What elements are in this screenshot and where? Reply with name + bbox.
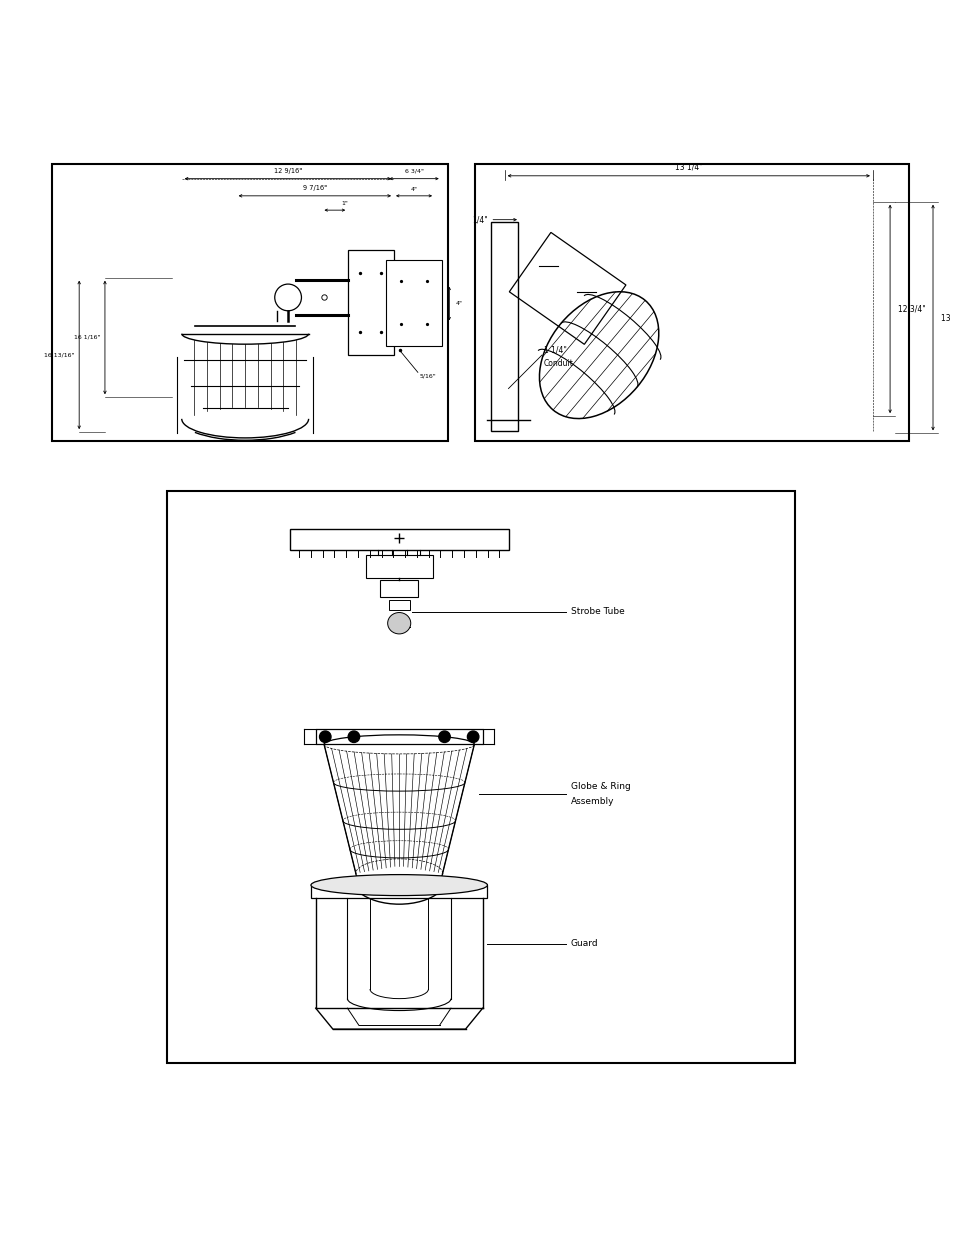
Text: 12 9/16": 12 9/16" [274,168,302,174]
Bar [52,164,448,441]
Circle shape [319,731,331,742]
Circle shape [348,731,359,742]
Bar [311,885,487,898]
Bar [167,490,794,1063]
Bar [289,529,508,550]
Bar [388,600,409,610]
Text: 13 1/4": 13 1/4" [674,163,702,172]
Bar [379,580,417,598]
Bar [386,259,441,346]
Text: Guard: Guard [570,940,598,948]
Bar [348,251,394,356]
Text: Assembly: Assembly [570,797,614,806]
Text: 5/16": 5/16" [419,374,436,379]
Text: 1/4": 1/4" [471,215,487,225]
Text: Conduit: Conduit [543,359,573,368]
Ellipse shape [311,874,487,895]
Text: 16 1/16": 16 1/16" [73,335,100,340]
Bar [365,555,432,578]
Ellipse shape [387,613,411,634]
Text: 1 1/4": 1 1/4" [543,346,566,354]
Bar [475,164,908,441]
Text: 4": 4" [456,301,462,306]
Text: Strobe Tube: Strobe Tube [570,608,624,616]
Text: 12 3/4": 12 3/4" [897,304,924,314]
Text: 9 7/16": 9 7/16" [302,185,327,191]
Text: 4": 4" [410,186,417,191]
Circle shape [438,731,450,742]
Text: Globe & Ring: Globe & Ring [570,782,630,790]
Text: 6 3/4": 6 3/4" [404,168,423,174]
Text: 13 1/2": 13 1/2" [940,312,953,322]
Text: 16 13/16": 16 13/16" [44,352,74,357]
Bar [491,221,517,431]
Bar [315,729,482,745]
Circle shape [467,731,478,742]
Text: 1": 1" [340,201,348,206]
